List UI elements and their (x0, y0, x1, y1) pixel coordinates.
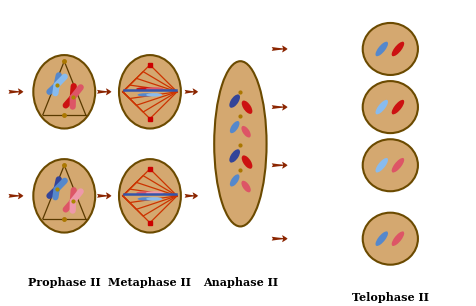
Ellipse shape (242, 101, 252, 114)
Ellipse shape (392, 42, 404, 56)
Ellipse shape (376, 42, 388, 56)
Ellipse shape (136, 87, 154, 91)
Text: Prophase II: Prophase II (28, 277, 100, 288)
Ellipse shape (363, 23, 418, 75)
Ellipse shape (376, 100, 388, 114)
Text: Anaphase II: Anaphase II (203, 277, 278, 288)
Ellipse shape (230, 174, 239, 186)
Ellipse shape (138, 197, 154, 201)
Ellipse shape (376, 231, 388, 246)
Ellipse shape (230, 121, 239, 133)
Ellipse shape (33, 55, 95, 129)
Ellipse shape (214, 61, 267, 226)
Ellipse shape (146, 93, 162, 97)
Ellipse shape (138, 93, 154, 97)
Ellipse shape (242, 155, 252, 169)
Text: Metaphase II: Metaphase II (109, 277, 191, 288)
Ellipse shape (33, 159, 95, 233)
Text: Telophase II: Telophase II (352, 292, 429, 303)
Ellipse shape (363, 139, 418, 191)
Ellipse shape (376, 158, 388, 173)
Ellipse shape (136, 191, 154, 195)
Ellipse shape (229, 149, 240, 162)
Ellipse shape (241, 126, 251, 137)
Ellipse shape (146, 87, 164, 91)
Ellipse shape (146, 197, 162, 201)
Ellipse shape (392, 231, 404, 246)
Ellipse shape (229, 95, 240, 108)
Ellipse shape (146, 191, 164, 195)
Ellipse shape (363, 213, 418, 265)
Ellipse shape (119, 55, 181, 129)
Ellipse shape (119, 159, 181, 233)
Ellipse shape (392, 100, 404, 114)
Ellipse shape (392, 158, 404, 173)
Ellipse shape (241, 181, 251, 192)
Ellipse shape (363, 81, 418, 133)
